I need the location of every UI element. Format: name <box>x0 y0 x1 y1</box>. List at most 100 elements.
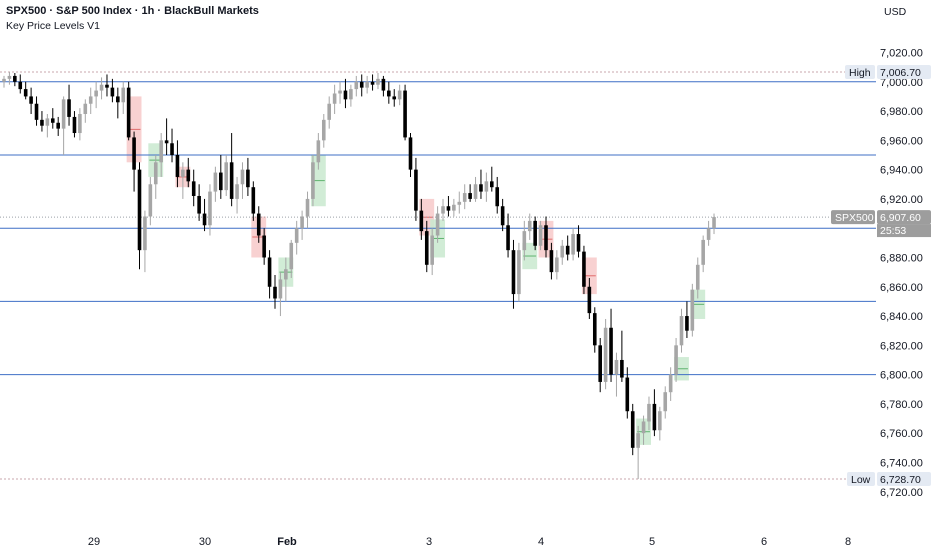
x-tick-label: 5 <box>649 536 655 548</box>
candle-body <box>408 137 413 170</box>
low-label: Low <box>851 474 871 486</box>
y-tick-label: 6,740.00 <box>880 457 923 469</box>
high-price-tag: 7,006.70 <box>880 67 921 79</box>
candle-body <box>181 169 185 177</box>
indicator-label[interactable]: Key Price Levels V1 <box>6 20 100 32</box>
candle-body <box>50 118 55 123</box>
candle-body <box>636 433 640 448</box>
candle-body <box>116 96 120 103</box>
candle-body <box>267 257 272 287</box>
candle-body <box>45 118 50 126</box>
candle-body <box>321 119 326 141</box>
candle-body <box>587 286 592 314</box>
candle-body <box>397 90 402 100</box>
candle-body <box>647 403 651 422</box>
candle-body <box>159 140 163 163</box>
candle-body <box>571 234 575 255</box>
candle-body <box>132 137 136 170</box>
candle-body <box>99 84 104 91</box>
candle-body <box>674 345 678 375</box>
y-tick-label: 6,960.00 <box>880 135 923 147</box>
candle-body <box>153 162 158 185</box>
candle-body <box>511 250 516 295</box>
low-label-bg <box>847 472 875 487</box>
candle-body <box>175 154 180 177</box>
candle-body <box>23 89 28 97</box>
candle-body <box>435 213 440 236</box>
candle-body <box>500 206 505 226</box>
x-tick-label: 3 <box>426 536 432 548</box>
y-tick-label: 6,920.00 <box>880 194 923 206</box>
current-price-tag-bg <box>877 210 931 225</box>
currency-label: USD <box>884 6 907 18</box>
candle-body <box>538 225 543 246</box>
candle-body <box>121 87 126 103</box>
candle-body <box>527 220 532 232</box>
x-tick-label: 4 <box>538 536 544 548</box>
candle-body <box>430 235 434 265</box>
candle-body <box>381 78 386 91</box>
candle-body <box>13 75 17 82</box>
candle-body <box>695 264 700 290</box>
candle-body <box>414 169 418 211</box>
candle-body <box>294 228 299 243</box>
candle-body <box>609 327 613 375</box>
candle-body <box>473 184 478 199</box>
x-tick-label: 30 <box>199 536 211 548</box>
candle-body <box>630 411 635 448</box>
symbol-label-bg <box>831 210 875 225</box>
x-tick-label: 6 <box>761 536 767 548</box>
candle-body <box>706 228 711 240</box>
candle-body <box>164 140 169 144</box>
candle-body <box>533 220 537 246</box>
time-axis: 29 30 Feb 3 4 5 6 8 <box>88 536 851 548</box>
candle-body <box>555 257 559 273</box>
candle-body <box>213 172 218 192</box>
y-tick-label: 6,980.00 <box>880 106 923 118</box>
candle-body <box>126 87 131 138</box>
candle-body <box>278 279 283 299</box>
candle-body <box>349 89 353 100</box>
high-label: High <box>849 67 871 79</box>
candle-body <box>2 78 6 82</box>
candle-body <box>495 187 500 207</box>
candle-body <box>658 411 662 431</box>
y-tick-label: 6,840.00 <box>880 311 923 323</box>
candle-body <box>208 191 212 226</box>
y-tick-label: 6,800.00 <box>880 370 923 382</box>
candle-body <box>679 316 684 346</box>
candle-body <box>690 289 695 331</box>
candle-body <box>110 87 115 97</box>
candle-body <box>284 269 288 280</box>
candle-body <box>468 193 472 199</box>
candle-body <box>576 234 581 252</box>
candle-body <box>219 172 223 191</box>
candle-body <box>88 96 93 104</box>
candle-body <box>229 162 234 199</box>
y-tick-label: 6,720.00 <box>880 487 923 499</box>
candle-body <box>332 93 337 104</box>
candle-body <box>403 90 407 138</box>
candle-body <box>365 81 369 88</box>
y-tick-label: 6,860.00 <box>880 282 923 294</box>
candle-body <box>663 392 668 412</box>
candle-body <box>668 374 673 393</box>
candle-body <box>370 81 375 85</box>
candle-body <box>424 231 429 265</box>
candle-body <box>311 162 315 199</box>
x-tick-label: 8 <box>845 536 851 548</box>
candle-body <box>251 187 256 214</box>
candle-body <box>620 359 624 378</box>
candle-body <box>592 313 597 346</box>
candle-body <box>685 316 689 331</box>
candle-body <box>522 231 527 251</box>
candle-body <box>452 204 456 211</box>
candle-body <box>343 90 348 100</box>
candle-body <box>376 78 380 85</box>
candle-body <box>170 143 174 155</box>
candle-body <box>446 206 451 211</box>
candle-body <box>392 96 397 100</box>
candle-body <box>273 286 277 299</box>
candle-body <box>517 250 521 295</box>
